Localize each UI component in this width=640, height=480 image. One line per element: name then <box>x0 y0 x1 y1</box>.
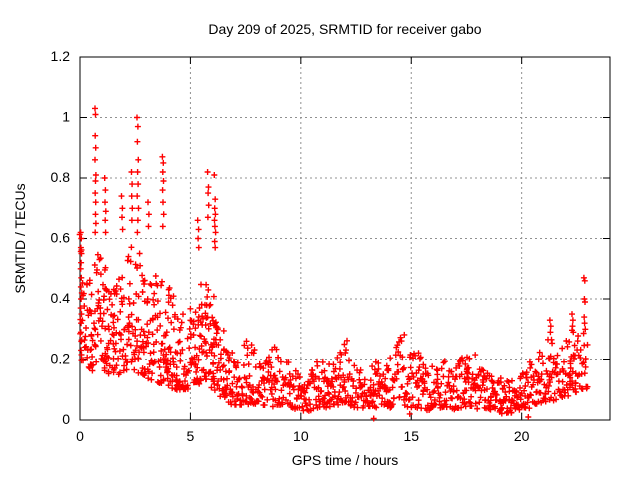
y-tick-label: 0 <box>62 411 70 427</box>
y-axis-label: SRMTID / TECUs <box>12 183 28 293</box>
y-tick-label: 0.2 <box>51 351 71 367</box>
y-tick-label: 1 <box>62 109 70 125</box>
x-axis-label: GPS time / hours <box>292 452 399 468</box>
grid-lines <box>80 57 610 420</box>
y-tick-label: 1.2 <box>51 48 71 64</box>
x-tick-label: 5 <box>187 428 195 444</box>
y-tick-label: 0.8 <box>51 169 71 185</box>
x-tick-label: 10 <box>293 428 309 444</box>
chart-title: Day 209 of 2025, SRMTID for receiver gab… <box>208 21 481 37</box>
tick-marks <box>79 56 610 421</box>
x-tick-labels: 0 5 10 15 20 <box>76 428 530 444</box>
y-tick-label: 0.6 <box>51 230 71 246</box>
x-tick-label: 20 <box>514 428 530 444</box>
y-tick-labels: 0 0.2 0.4 0.6 0.8 1 1.2 <box>51 48 71 427</box>
y-tick-label: 0.4 <box>51 290 71 306</box>
x-tick-label: 0 <box>76 428 84 444</box>
data-points-path <box>76 105 591 422</box>
x-tick-label: 15 <box>403 428 419 444</box>
